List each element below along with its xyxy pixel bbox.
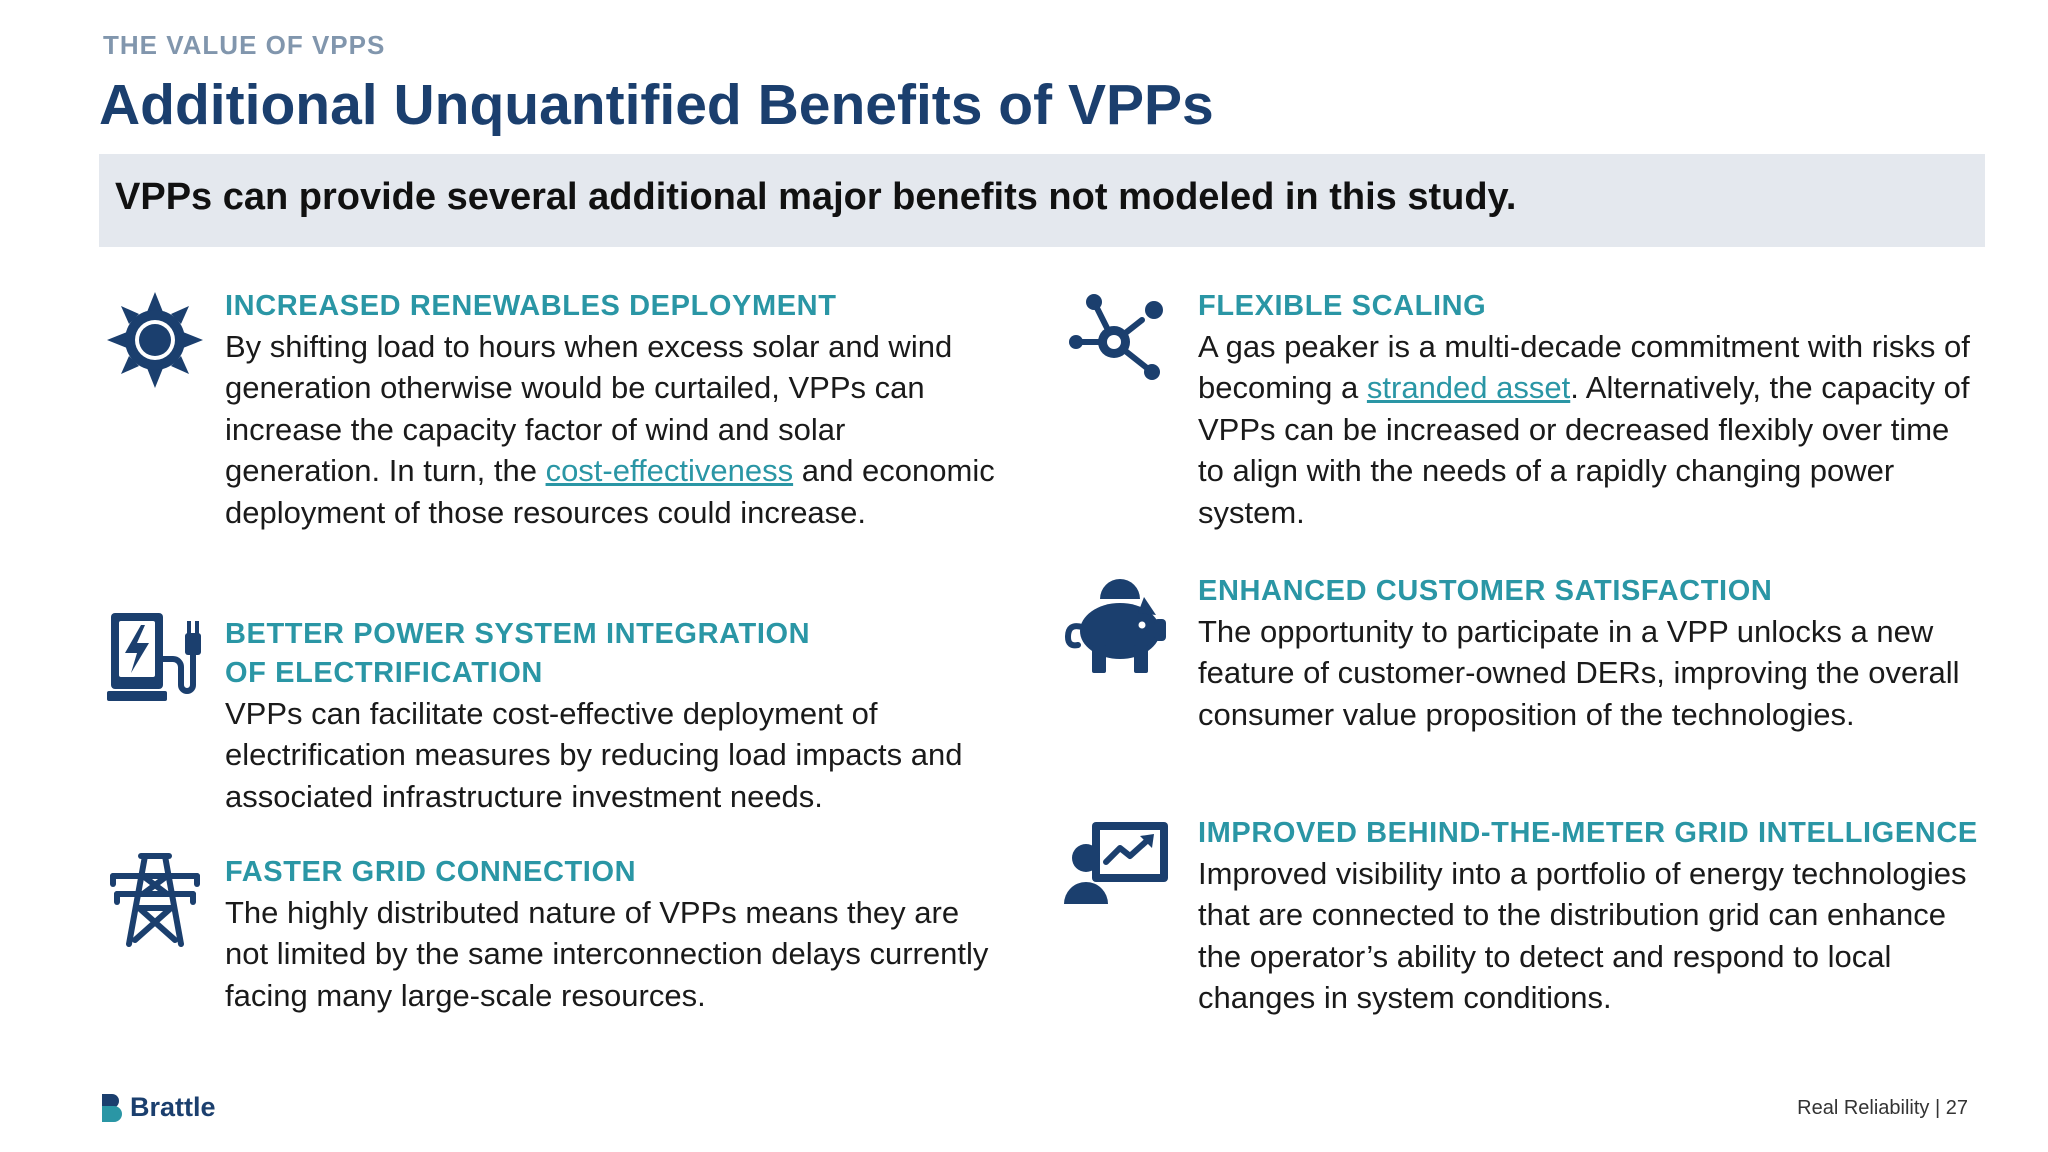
banner-text: VPPs can provide several additional majo… <box>115 176 1517 218</box>
ev-charger-icon <box>107 609 207 709</box>
network-nodes-icon <box>1068 290 1168 390</box>
benefit-heading: BETTER POWER SYSTEM INTEGRATION OF ELECT… <box>225 615 810 693</box>
benefit-heading: INCREASED RENEWABLES DEPLOYMENT <box>225 290 837 322</box>
stranded-asset-link[interactable]: stranded asset <box>1366 370 1571 406</box>
footer-text: Real Reliability | 27 <box>1797 1097 1968 1119</box>
brattle-logo: Brattle <box>100 1090 216 1124</box>
benefit-heading-line: BETTER POWER SYSTEM INTEGRATION <box>225 618 811 650</box>
benefit-text-part: and economic deployment of those resourc… <box>225 453 995 530</box>
benefit-text: A gas peaker is a multi-decade commitmen… <box>1198 326 1978 533</box>
benefit-text: Improved visibility into a portfolio of … <box>1198 856 1967 1016</box>
benefit-heading: FASTER GRID CONNECTION <box>225 856 637 888</box>
benefit-heading: ENHANCED CUSTOMER SATISFACTION <box>1198 575 1773 607</box>
brattle-logo-mark <box>102 1094 122 1122</box>
benefit-heading: FLEXIBLE SCALING <box>1198 290 1487 322</box>
benefit-text-part: . Alternatively, the capacity of VPPs ca… <box>1198 370 1970 530</box>
cost-effectiveness-link[interactable]: cost-effectiveness <box>545 453 794 489</box>
section-eyebrow: THE VALUE OF VPPS <box>103 30 386 60</box>
benefit-text: The opportunity to participate in a VPP … <box>1198 614 1960 732</box>
piggy-bank-icon <box>1058 575 1173 680</box>
benefit-heading-line: OF ELECTRIFICATION <box>225 657 543 689</box>
sun-icon <box>105 290 205 390</box>
benefit-text: By shifting load to hours when excess so… <box>225 326 1005 533</box>
benefit-text-part: By shifting load to hours when excess so… <box>225 329 953 489</box>
page-title: Additional Unquantified Benefits of VPPs <box>99 73 1214 137</box>
benefit-text-part: A gas peaker is a multi-decade commitmen… <box>1198 329 1970 406</box>
transmission-tower-icon <box>105 850 205 950</box>
benefit-heading: IMPROVED BEHIND-THE-METER GRID INTELLIGE… <box>1198 817 1978 849</box>
brattle-logo-text: Brattle <box>130 1091 216 1122</box>
benefit-text: VPPs can facilitate cost-effective deplo… <box>225 696 963 814</box>
benefit-text: The highly distributed nature of VPPs me… <box>225 895 989 1013</box>
presentation-chart-icon <box>1062 818 1172 908</box>
key-message-banner: VPPs can provide several additional majo… <box>99 154 1985 247</box>
